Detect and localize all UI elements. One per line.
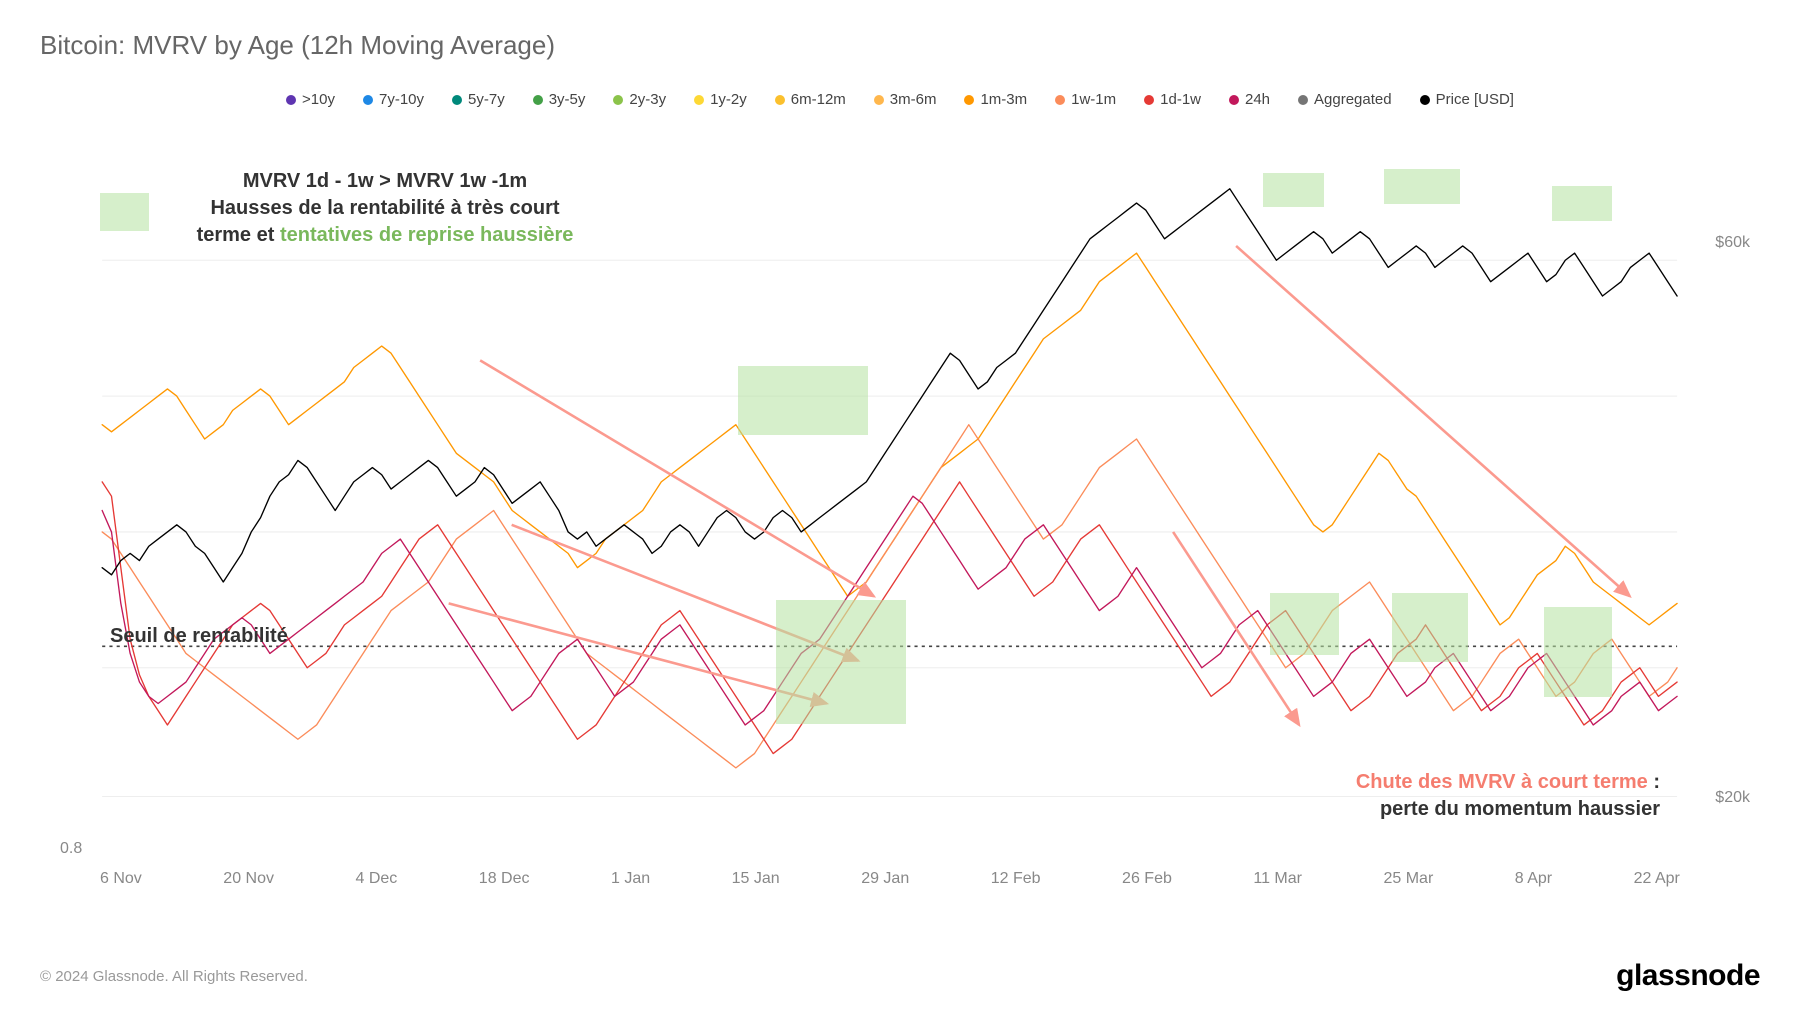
highlight-region (776, 600, 905, 724)
legend-label: 3y-5y (549, 91, 586, 108)
highlight-region (100, 193, 149, 231)
annotation-line: terme et tentatives de reprise haussière (150, 222, 620, 249)
x-tick-label: 8 Apr (1515, 870, 1552, 888)
legend-label: 24h (1245, 91, 1270, 108)
highlight-region (1270, 593, 1338, 655)
annotation-line: MVRV 1d - 1w > MVRV 1w -1m (150, 168, 620, 195)
legend-label: >10y (302, 91, 335, 108)
annotation-bottom-right: Chute des MVRV à court terme : perte du … (1356, 769, 1660, 823)
annotation-line: Chute des MVRV à court terme : (1356, 769, 1660, 796)
chart-title: Bitcoin: MVRV by Age (12h Moving Average… (40, 30, 1760, 61)
x-tick-label: 26 Feb (1122, 870, 1172, 888)
x-tick-label: 25 Mar (1383, 870, 1433, 888)
highlight-region (1384, 169, 1460, 204)
chart-plot-area: MVRV 1d - 1w > MVRV 1w -1m Hausses de la… (40, 118, 1760, 888)
legend-label: 1w-1m (1071, 91, 1116, 108)
legend-item: 7y-10y (363, 91, 424, 108)
annotation-line: perte du momentum haussier (1356, 796, 1660, 823)
legend-item: 5y-7y (452, 91, 505, 108)
footer: © 2024 Glassnode. All Rights Reserved. g… (40, 959, 1760, 993)
legend-dot (613, 95, 623, 105)
legend-dot (775, 95, 785, 105)
legend-dot (1229, 95, 1239, 105)
legend: >10y 7y-10y 5y-7y 3y-5y 2y-3y 1y-2y 6m-12m 3m-6… (40, 91, 1760, 108)
y-tick-label: $60k (1715, 234, 1750, 252)
legend-label: 3m-6m (890, 91, 937, 108)
legend-dot (363, 95, 373, 105)
legend-label: 7y-10y (379, 91, 424, 108)
legend-item: 1y-2y (694, 91, 747, 108)
legend-item: 3m-6m (874, 91, 937, 108)
legend-dot (1420, 95, 1430, 105)
x-tick-label: 29 Jan (861, 870, 909, 888)
legend-item: 2y-3y (613, 91, 666, 108)
legend-item: 3y-5y (533, 91, 586, 108)
highlight-region (1392, 593, 1468, 662)
annotation-top-left: MVRV 1d - 1w > MVRV 1w -1m Hausses de la… (150, 168, 620, 249)
legend-item: 1m-3m (964, 91, 1027, 108)
copyright-text: © 2024 Glassnode. All Rights Reserved. (40, 968, 308, 985)
x-tick-label: 4 Dec (356, 870, 398, 888)
y-axis-left-label: 0.8 (60, 840, 82, 858)
legend-label: 6m-12m (791, 91, 846, 108)
legend-dot (1144, 95, 1154, 105)
legend-label: 1m-3m (980, 91, 1027, 108)
highlight-region (1544, 607, 1612, 697)
legend-item: Aggregated (1298, 91, 1392, 108)
x-tick-label: 6 Nov (100, 870, 142, 888)
legend-label: 5y-7y (468, 91, 505, 108)
x-tick-label: 20 Nov (223, 870, 274, 888)
annotation-line: Hausses de la rentabilité à très court (150, 195, 620, 222)
x-tick-label: 1 Jan (611, 870, 650, 888)
legend-item: 1w-1m (1055, 91, 1116, 108)
highlight-region (1552, 186, 1613, 221)
highlight-region (1263, 173, 1324, 208)
legend-dot (452, 95, 462, 105)
legend-dot (694, 95, 704, 105)
y-tick-label: $20k (1715, 789, 1750, 807)
brand-logo: glassnode (1616, 959, 1760, 993)
legend-label: Price [USD] (1436, 91, 1514, 108)
chart-container: Bitcoin: MVRV by Age (12h Moving Average… (0, 0, 1800, 1013)
legend-dot (874, 95, 884, 105)
x-tick-label: 11 Mar (1253, 870, 1302, 888)
legend-item: >10y (286, 91, 335, 108)
legend-item: 24h (1229, 91, 1270, 108)
legend-item: 1d-1w (1144, 91, 1201, 108)
legend-label: 1y-2y (710, 91, 747, 108)
legend-dot (1055, 95, 1065, 105)
x-tick-label: 15 Jan (732, 870, 780, 888)
legend-label: 2y-3y (629, 91, 666, 108)
annotation-threshold: Seuil de rentabilité (110, 623, 288, 650)
x-axis-labels: 6 Nov 20 Nov 4 Dec 18 Dec 1 Jan 15 Jan 29 Jan 1… (100, 870, 1680, 888)
x-tick-label: 12 Feb (991, 870, 1041, 888)
legend-dot (286, 95, 296, 105)
legend-item: 6m-12m (775, 91, 846, 108)
highlight-region (738, 366, 867, 435)
legend-label: Aggregated (1314, 91, 1392, 108)
legend-item: Price [USD] (1420, 91, 1514, 108)
x-tick-label: 18 Dec (479, 870, 530, 888)
legend-dot (964, 95, 974, 105)
legend-dot (533, 95, 543, 105)
legend-label: 1d-1w (1160, 91, 1201, 108)
legend-dot (1298, 95, 1308, 105)
x-tick-label: 22 Apr (1634, 870, 1680, 888)
